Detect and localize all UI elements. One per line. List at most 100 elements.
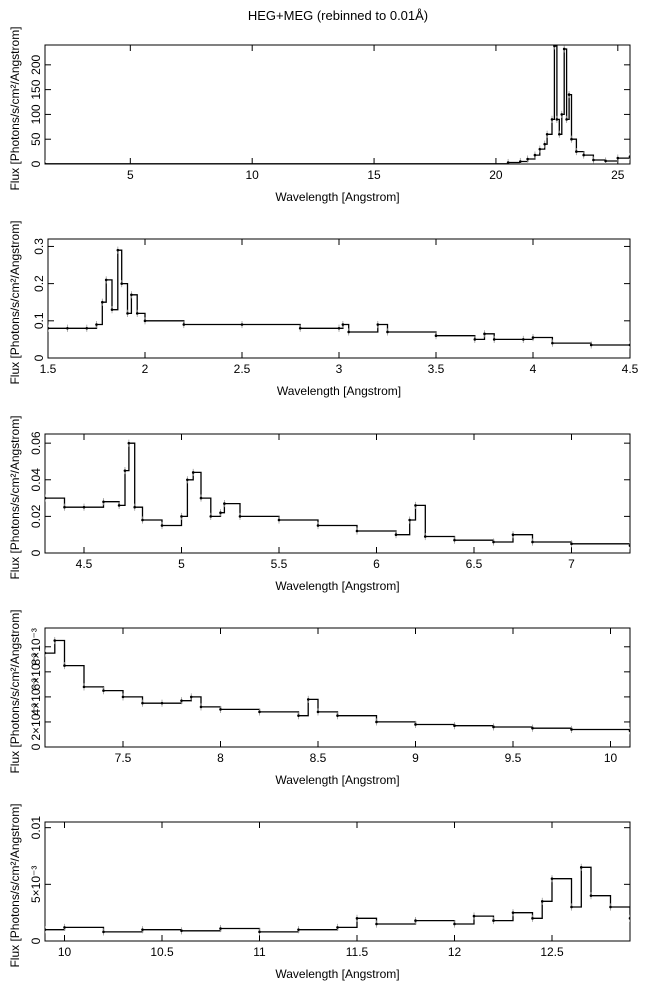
data-point	[337, 326, 341, 330]
data-point	[63, 664, 66, 667]
data-point	[423, 535, 427, 538]
data-point	[375, 922, 378, 926]
x-axis-label: Wavelength [Angstrom]	[275, 773, 399, 787]
x-tick-label: 25	[611, 168, 625, 182]
plot-frame	[44, 433, 631, 554]
data-point	[511, 911, 515, 914]
data-point	[570, 905, 573, 909]
data-point	[277, 518, 281, 522]
data-point	[570, 137, 573, 141]
data-group	[45, 863, 630, 936]
plot-frame	[44, 821, 631, 942]
data-point	[53, 639, 57, 642]
data-point	[123, 469, 127, 472]
y-tick-label: 0	[29, 160, 43, 167]
y-tick-label: 0.06	[29, 431, 43, 455]
x-tick-label: 9.5	[505, 751, 522, 765]
data-point	[95, 323, 98, 326]
data-point	[316, 524, 320, 527]
y-axis-label: Flux [Photons/s/cm²/Angstrom]	[8, 803, 22, 967]
data-point	[135, 312, 139, 315]
x-tick-label: 8	[217, 751, 224, 765]
data-point	[453, 724, 456, 728]
x-axis-label: Wavelength [Angstrom]	[275, 579, 399, 593]
y-tick-label: 8×10⁻³	[29, 628, 43, 665]
data-point	[102, 689, 105, 692]
data-point	[589, 894, 593, 897]
data-point	[180, 699, 183, 702]
data-point	[160, 524, 164, 527]
data-point	[522, 338, 525, 341]
y-tick-label: 0.1	[32, 312, 46, 329]
y-axis-label: Flux [Photons/s/cm²/Angstrom]	[8, 220, 22, 384]
data-point	[219, 927, 222, 930]
data-point	[199, 705, 203, 709]
data-point	[85, 326, 89, 330]
data-point	[492, 725, 495, 729]
y-tick-label: 50	[29, 132, 43, 146]
data-point	[102, 500, 105, 504]
y-tick-label: 0.04	[29, 468, 43, 492]
data-point	[628, 155, 630, 158]
data-point	[180, 929, 183, 933]
data-point	[45, 928, 47, 931]
data-point	[575, 150, 578, 153]
data-point	[394, 533, 398, 536]
data-point	[82, 685, 86, 689]
data-point	[533, 153, 537, 157]
data-point	[63, 505, 66, 509]
data-point	[545, 132, 549, 136]
x-tick-label: 10	[246, 168, 260, 182]
data-point	[567, 93, 571, 96]
data-point	[219, 708, 222, 711]
data-point	[376, 323, 380, 326]
data-point	[48, 326, 50, 330]
data-point	[414, 723, 417, 726]
data-point	[434, 334, 438, 337]
data-point	[355, 529, 359, 533]
data-point	[297, 928, 300, 931]
data-point	[306, 698, 310, 701]
data-point	[126, 312, 129, 315]
data-point	[562, 47, 566, 51]
x-tick-label: 5	[178, 557, 185, 571]
data-point	[604, 159, 607, 163]
data-point	[506, 161, 510, 164]
x-tick-label: 6	[373, 557, 380, 571]
data-point	[414, 504, 417, 507]
x-axis-label: Wavelength [Angstrom]	[275, 967, 399, 981]
y-tick-label: 0	[29, 743, 43, 750]
data-point	[66, 326, 69, 330]
data-point	[347, 330, 351, 334]
data-point	[297, 714, 300, 717]
y-tick-label: 0.2	[32, 275, 46, 292]
data-point	[570, 542, 573, 546]
y-tick-label: 150	[29, 79, 43, 99]
y-tick-label: 6×10⁻³	[29, 653, 43, 690]
data-point	[189, 695, 193, 699]
data-point	[238, 515, 242, 518]
data-point	[582, 153, 585, 157]
data-point	[555, 118, 559, 121]
data-point	[609, 905, 612, 909]
data-point	[628, 729, 630, 733]
series-line	[48, 249, 630, 346]
y-tick-label: 4×10⁻³	[29, 678, 43, 715]
data-point	[120, 282, 124, 285]
data-point	[141, 701, 144, 705]
data-point	[336, 714, 339, 717]
data-point	[386, 330, 389, 334]
y-tick-label: 2×10⁻³	[29, 703, 43, 740]
x-tick-label: 8.5	[310, 751, 327, 765]
x-tick-label: 9	[412, 751, 419, 765]
data-point	[191, 471, 195, 474]
data-point	[223, 502, 226, 505]
plot-frame	[44, 44, 631, 165]
data-point	[492, 338, 496, 341]
y-tick-label: 0.01	[29, 816, 43, 840]
data-point	[526, 157, 529, 161]
data-point	[209, 515, 213, 518]
data-point	[117, 504, 121, 507]
data-point	[483, 332, 486, 336]
y-tick-label: 0	[29, 937, 43, 944]
